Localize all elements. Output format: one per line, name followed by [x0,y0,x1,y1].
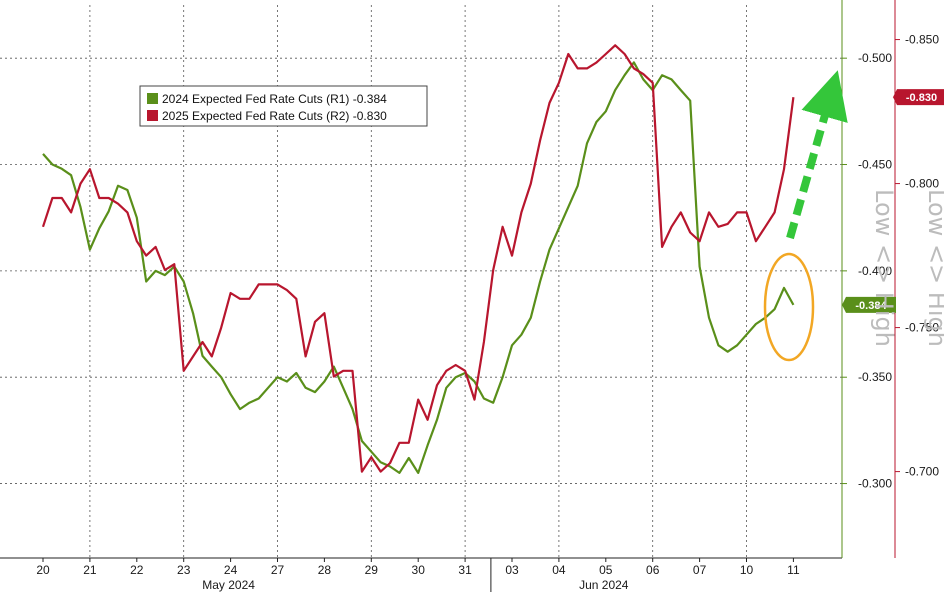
gridlines [0,5,842,558]
x-axis-tick-label: 03 [505,563,519,577]
x-axis-month-label: May 2024 [202,578,255,592]
right-axis-tick-label: -0.800 [905,177,939,191]
badge-shape [842,296,896,313]
x-axis-tick-label: 05 [599,563,613,577]
x-axis-month-label: Jun 2024 [579,578,629,592]
legend-swatch [147,110,158,121]
left-axis-tick-label: -0.400 [858,264,892,278]
legend: 2024 Expected Fed Rate Cuts (R1) -0.384 2… [139,85,428,127]
x-axis-tick-label: 28 [318,563,332,577]
last-value-badge-2025: -0.830 [893,89,944,106]
left-axis-tick-label: -0.300 [858,477,892,491]
right-axis-tick-label: -0.750 [905,321,939,335]
right-axis-tick-label: -0.700 [905,465,939,479]
x-axis-tick-label: 24 [224,563,238,577]
x-axis-tick-label: 31 [458,563,472,577]
badge-value: -0.384 [855,300,887,312]
legend-label: 2025 Expected Fed Rate Cuts (R2) -0.830 [162,109,387,123]
last-value-badge-2024: -0.384 [842,296,896,313]
legend-label: 2024 Expected Fed Rate Cuts (R1) -0.384 [162,92,387,106]
x-axis-tick-label: 11 [787,563,800,577]
left-axis-tick-label: -0.450 [858,158,892,172]
x-axis-tick-label: 10 [740,563,754,577]
side-label-left: Low <> High [870,189,898,347]
x-axis-tick-label: 23 [177,563,191,577]
side-label-right: Low <> High [923,189,944,347]
series-lines: -0.384 -0.830 [41,44,944,474]
left-axis-tick-label: -0.350 [858,370,892,384]
x-axis-tick-label: 07 [693,563,707,577]
x-axis-tick-label: 27 [271,563,285,577]
x-axis-tick-label: 20 [36,563,50,577]
badge-shape [893,89,944,106]
x-axis-tick-label: 22 [130,563,144,577]
legend-box [139,85,428,127]
highlight-ellipse [763,252,815,362]
x-axis-tick-label: 30 [412,563,426,577]
series-line-2024 [42,61,795,474]
right-axis-tick-label: -0.850 [905,33,939,47]
series-line-2025 [41,44,795,473]
x-axis-tick-label: 04 [552,563,566,577]
left-axis-tick-label: -0.500 [858,51,892,65]
badge-value: -0.830 [906,92,937,104]
x-axis-tick-label: 06 [646,563,660,577]
trend-arrow [786,70,848,240]
x-axis-tick-label: 21 [83,563,97,577]
legend-swatch [147,93,158,104]
annotations: Low <> High Low <> High [763,70,944,362]
x-axis-tick-label: 29 [365,563,379,577]
